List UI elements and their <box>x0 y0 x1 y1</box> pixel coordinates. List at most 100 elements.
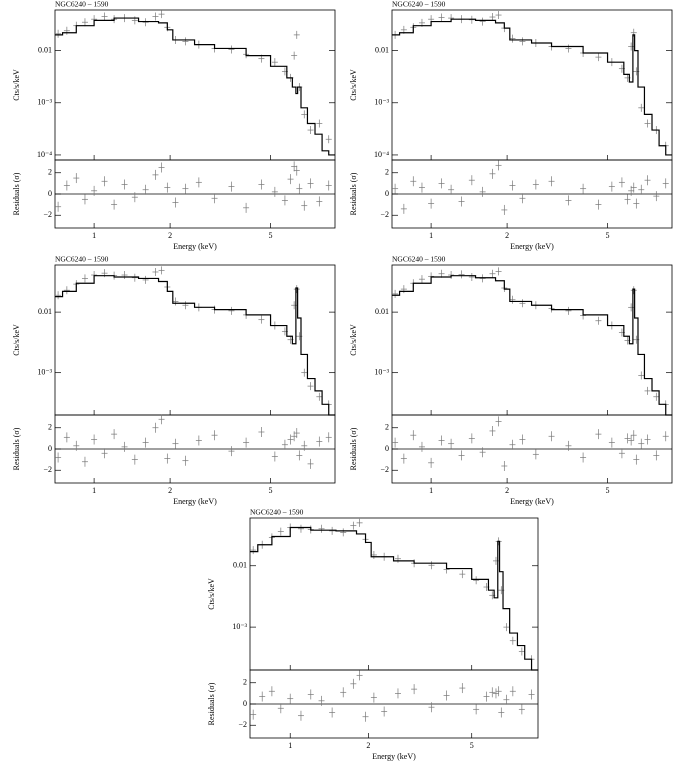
residual-point <box>653 191 660 202</box>
y-axis-label: Residuals (σ) <box>349 172 358 215</box>
residual-point <box>458 196 465 207</box>
data-point <box>55 29 62 38</box>
residual-point <box>111 199 118 210</box>
x-tick-label: 1 <box>92 231 96 240</box>
residual-point <box>503 694 510 705</box>
residual-point <box>325 180 332 191</box>
data-point <box>518 647 525 656</box>
data-point <box>519 37 526 46</box>
data-point <box>307 382 314 391</box>
residual-point <box>394 688 401 699</box>
y-tick-label: 10⁻³ <box>374 368 389 377</box>
y-tick-label: −2 <box>238 720 247 729</box>
residual-point <box>519 193 526 204</box>
residual-point <box>479 186 486 197</box>
data-point <box>459 570 466 579</box>
residual-point <box>495 686 502 697</box>
residual-point <box>438 435 445 446</box>
residual-point <box>340 687 347 698</box>
residual-point <box>498 707 505 718</box>
residual-point <box>532 449 539 460</box>
residual-point <box>293 428 300 439</box>
residual-point <box>624 433 631 444</box>
data-point <box>301 368 308 377</box>
residual-point <box>158 162 165 173</box>
x-tick-label: 2 <box>366 741 370 750</box>
model-line <box>55 275 335 416</box>
residual-point <box>91 185 98 196</box>
data-point <box>291 51 298 60</box>
data-point <box>418 275 425 284</box>
residual-point <box>63 180 70 191</box>
data-point <box>152 267 159 276</box>
data-point <box>250 546 257 555</box>
residual-point <box>381 706 388 717</box>
y-tick-label: 2 <box>385 168 389 177</box>
model-line <box>55 17 335 156</box>
residual-point <box>653 450 660 461</box>
residual-point <box>211 430 218 441</box>
residual-point <box>258 179 265 190</box>
residual-point <box>438 178 445 189</box>
residual-point <box>565 440 572 451</box>
y-tick-label: 0 <box>243 699 247 708</box>
residual-point <box>195 435 202 446</box>
y-tick-label: 0.01 <box>375 45 389 54</box>
residual-point <box>638 438 645 449</box>
residual-point <box>479 447 486 458</box>
residual-point <box>548 431 555 442</box>
residual-point <box>501 204 508 215</box>
data-point <box>489 13 496 22</box>
y-tick-label: 10⁻⁴ <box>374 150 389 159</box>
x-axis-label: Energy (keV) <box>372 752 416 761</box>
residual-point <box>271 186 278 197</box>
residual-point <box>519 434 526 445</box>
residual-point <box>468 175 475 186</box>
data-point <box>293 285 300 294</box>
y-tick-label: 10⁻³ <box>374 98 389 107</box>
residual-point <box>55 452 62 463</box>
x-tick-label: 1 <box>429 231 433 240</box>
y-axis-label: Residuals (σ) <box>207 682 216 725</box>
data-point <box>131 273 138 282</box>
data-point <box>277 527 284 536</box>
data-point <box>495 11 502 20</box>
y-tick-label: 10⁻³ <box>37 98 52 107</box>
x-axis-label: Energy (keV) <box>510 242 554 251</box>
residual-point <box>644 434 651 445</box>
data-point <box>350 521 357 530</box>
data-point <box>489 269 496 278</box>
data-point <box>293 30 300 39</box>
data-point <box>158 266 165 275</box>
y-tick-label: 2 <box>48 423 52 432</box>
data-point <box>519 299 526 308</box>
residual-point <box>428 702 435 713</box>
residual-point <box>532 179 539 190</box>
data-point <box>271 58 278 67</box>
residual-point <box>410 430 417 441</box>
residual-point <box>91 434 98 445</box>
residual-point <box>630 182 637 193</box>
residual-point <box>489 425 496 436</box>
y-tick-label: −2 <box>380 465 389 474</box>
y-axis-label: Residuals (σ) <box>12 427 21 470</box>
residual-point <box>131 454 138 465</box>
y-axis-label: Residuals (σ) <box>12 172 21 215</box>
data-point <box>473 576 480 585</box>
y-axis-label: Cts/s/keV <box>12 69 21 101</box>
panel-title: NGC6240 – 1590 <box>55 255 109 264</box>
residual-point <box>228 181 235 192</box>
residual-point <box>211 193 218 204</box>
model-line <box>250 526 538 671</box>
residual-point <box>131 192 138 203</box>
data-point <box>297 524 304 533</box>
residual-point <box>458 450 465 461</box>
residual-point <box>468 433 475 444</box>
data-point <box>448 271 455 280</box>
plot-frame <box>249 517 539 671</box>
residual-point <box>518 704 525 715</box>
data-point <box>644 119 651 128</box>
residual-point <box>459 683 466 694</box>
y-tick-label: 0.01 <box>38 45 52 54</box>
